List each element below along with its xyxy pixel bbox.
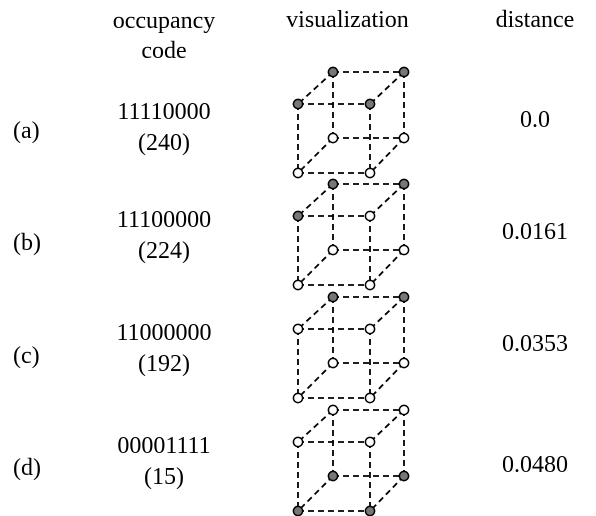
empty-vertex-back-bottom-left	[327, 244, 339, 256]
empty-vertex-front-bottom-right	[364, 279, 376, 291]
occupied-vertex-front-top-right	[364, 98, 376, 110]
cube-edge-bottom-right	[369, 475, 405, 512]
cube-edge-top-left	[297, 409, 334, 443]
row-label-d: (d)	[13, 455, 41, 481]
decimal-code-d: (15)	[144, 464, 184, 490]
cube-edge-bottom-left	[297, 137, 334, 174]
occupied-vertex-back-top-right	[398, 66, 410, 78]
cube-edge-bottom-right	[369, 249, 405, 286]
binary-code-b: 11100000	[116, 207, 212, 233]
empty-vertex-front-bottom-left	[292, 167, 304, 179]
cube-edge-top-left	[297, 296, 334, 330]
empty-vertex-front-bottom-right	[364, 392, 376, 404]
empty-vertex-back-bottom-left	[327, 357, 339, 369]
empty-vertex-back-bottom-right	[398, 244, 410, 256]
cube-edge-top-right	[369, 296, 405, 330]
distance-d: 0.0480	[502, 452, 568, 478]
occupied-vertex-front-top-left	[292, 98, 304, 110]
cube-edge-bottom-left	[297, 362, 334, 399]
header-occupancy-code: occupancy code	[96, 6, 232, 66]
row-label-c: (c)	[13, 343, 40, 369]
occupied-vertex-back-top-left	[327, 66, 339, 78]
occupied-vertex-back-top-right	[398, 178, 410, 190]
header-visualization: visualization	[286, 7, 409, 33]
distance-b: 0.0161	[502, 219, 568, 245]
cube-edge-top-left	[297, 183, 334, 217]
empty-vertex-front-bottom-left	[292, 392, 304, 404]
cube-edge-bottom-left	[297, 249, 334, 286]
empty-vertex-front-bottom-left	[292, 279, 304, 291]
empty-vertex-front-top-right	[364, 323, 376, 335]
cube-edge-bottom-right	[369, 362, 405, 399]
decimal-code-b: (224)	[138, 238, 190, 264]
occupancy-code-c: 11000000 (192)	[96, 318, 232, 380]
cube-edge-top-right	[369, 183, 405, 217]
header-occupancy-line1: occupancy	[112, 8, 216, 34]
occupied-vertex-back-top-left	[327, 178, 339, 190]
row-label-b: (b)	[13, 230, 41, 256]
cube-a	[292, 66, 410, 179]
empty-vertex-back-bottom-left	[327, 132, 339, 144]
empty-vertex-front-top-right	[364, 436, 376, 448]
binary-code-a: 11110000	[117, 99, 211, 125]
empty-vertex-back-top-left	[327, 404, 339, 416]
occupied-vertex-front-bottom-right	[364, 505, 376, 516]
distance-c: 0.0353	[502, 331, 568, 357]
cube-edge-top-right	[369, 409, 405, 443]
header-distance: distance	[495, 7, 575, 33]
binary-code-d: 00001111	[117, 433, 211, 459]
cube-edge-bottom-left	[297, 475, 334, 512]
cube-edge-top-left	[297, 71, 334, 105]
header-occupancy-line2: code	[141, 38, 187, 64]
binary-code-c: 11000000	[116, 320, 212, 346]
occupied-vertex-back-bottom-right	[398, 470, 410, 482]
empty-vertex-back-bottom-right	[398, 357, 410, 369]
occupied-vertex-front-bottom-left	[292, 505, 304, 516]
empty-vertex-front-top-right	[364, 210, 376, 222]
occupancy-code-b: 11100000 (224)	[96, 205, 232, 267]
row-label-a: (a)	[13, 118, 40, 144]
occupancy-code-d: 00001111 (15)	[96, 431, 232, 493]
empty-vertex-back-bottom-right	[398, 132, 410, 144]
cube-c	[292, 291, 410, 404]
cube-b	[292, 178, 410, 291]
occupied-vertex-back-top-left	[327, 291, 339, 303]
empty-vertex-front-top-left	[292, 436, 304, 448]
occupied-vertex-front-top-left	[292, 210, 304, 222]
cube-d	[292, 404, 410, 516]
decimal-code-c: (192)	[138, 351, 190, 377]
empty-vertex-back-top-right	[398, 404, 410, 416]
occupied-vertex-back-bottom-left	[327, 470, 339, 482]
empty-vertex-front-bottom-right	[364, 167, 376, 179]
occupancy-code-a: 11110000 (240)	[96, 97, 232, 159]
cube-edge-bottom-right	[369, 137, 405, 174]
distance-a: 0.0	[520, 107, 550, 133]
empty-vertex-front-top-left	[292, 323, 304, 335]
cube-edge-top-right	[369, 71, 405, 105]
decimal-code-a: (240)	[138, 130, 190, 156]
occupied-vertex-back-top-right	[398, 291, 410, 303]
